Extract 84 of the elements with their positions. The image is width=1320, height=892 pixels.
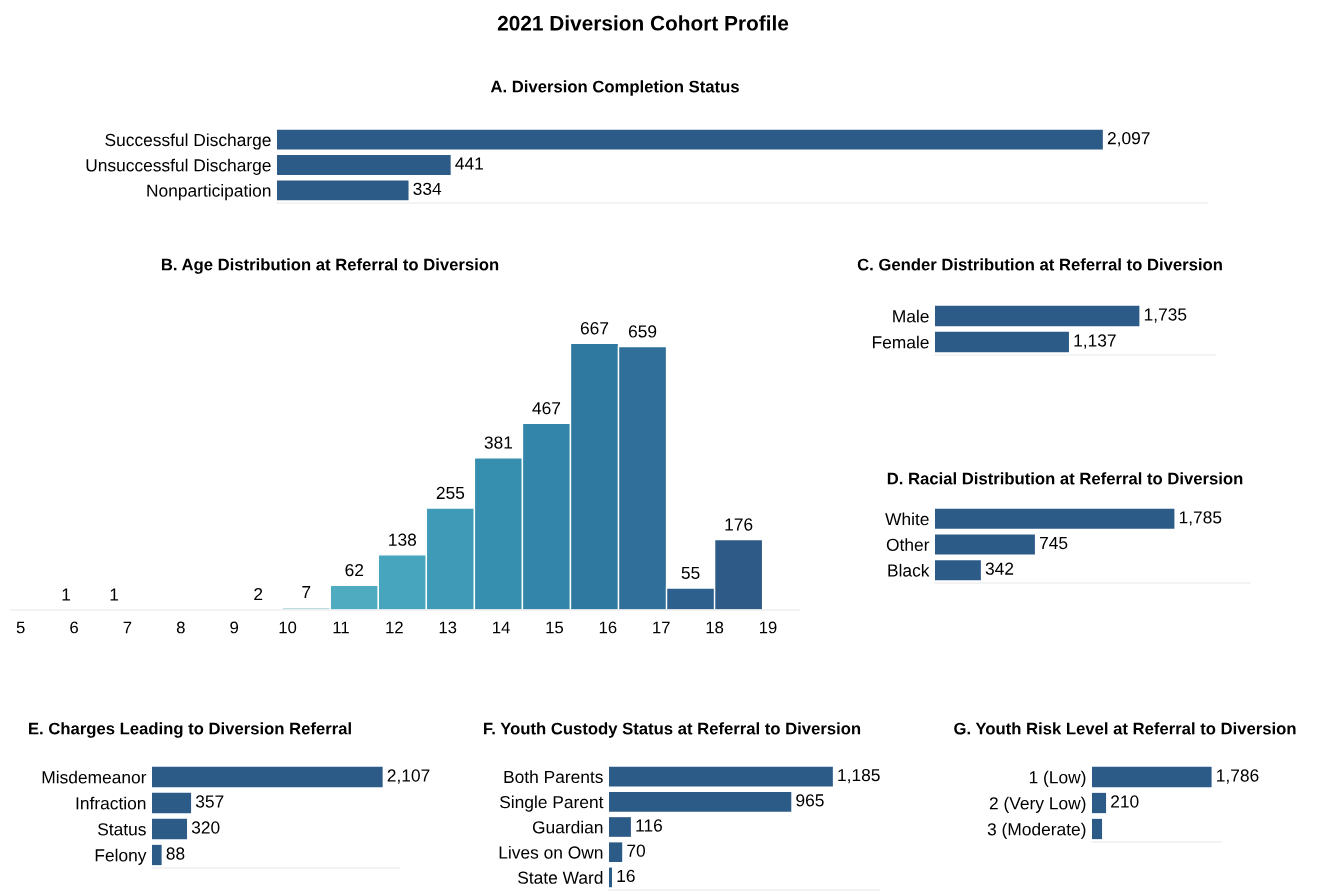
- data-label: 2: [254, 587, 263, 601]
- data-label: 342: [985, 562, 1014, 575]
- x-tick-label: 8: [176, 621, 185, 634]
- data-label: 965: [796, 794, 824, 807]
- chart-title: F. Youth Custody Status at Referral to Diversion: [484, 722, 861, 738]
- x-tick-label: 10: [279, 621, 297, 634]
- y-tick-label: Guardian: [532, 820, 603, 834]
- chart-title: B. Age Distribution at Referral to Diversion: [161, 258, 499, 274]
- chart-title: E. Charges Leading to Diversion Referral: [29, 722, 351, 738]
- bar: [152, 766, 383, 788]
- data-label: 1,185: [838, 768, 880, 784]
- bar: [609, 791, 792, 812]
- data-label: 176: [725, 518, 753, 531]
- y-tick-label: Felony: [95, 848, 147, 865]
- chart-title: D. Racial Distribution at Referral to Diversion: [887, 472, 1243, 485]
- bar: [152, 844, 162, 866]
- y-tick-label: 1 (Low): [1029, 770, 1086, 787]
- x-tick-label: 9: [230, 621, 239, 634]
- data-label: 138: [389, 533, 417, 546]
- data-label: 1: [62, 588, 71, 601]
- x-tick-label: 6: [70, 621, 78, 634]
- chart-title: G. Youth Risk Level at Referral to Diversion: [954, 722, 1296, 735]
- y-tick-label: Black: [888, 563, 930, 577]
- data-label: 7: [302, 586, 311, 599]
- y-tick-label: Single Parent: [500, 795, 604, 812]
- data-label: 381: [484, 436, 513, 449]
- bar: [609, 842, 623, 863]
- x-tick-label: 5: [16, 621, 25, 634]
- y-tick-label: Status: [98, 823, 146, 836]
- bar: [152, 818, 188, 840]
- data-label: 441: [455, 157, 483, 170]
- data-label: 667: [580, 322, 609, 335]
- x-tick-label: 12: [386, 621, 403, 634]
- x-tick-label: 18: [706, 621, 724, 634]
- data-label: 2,107: [387, 769, 430, 784]
- data-label: 1,785: [1179, 511, 1222, 526]
- data-label: 55: [681, 566, 700, 580]
- data-label: 1,786: [1217, 769, 1259, 784]
- chart-title: 2021 Diversion Cohort Profile: [497, 15, 789, 31]
- x-tick-label: 7: [123, 621, 132, 634]
- bar: [152, 792, 192, 814]
- x-tick-label: 17: [653, 621, 670, 634]
- data-label: 320: [191, 821, 220, 834]
- x-tick-label: 11: [333, 621, 349, 634]
- data-label: 659: [628, 325, 657, 338]
- y-tick-label: 2 (Very Low): [989, 796, 1086, 813]
- x-tick-label: 15: [546, 621, 564, 634]
- y-tick-label: Infraction: [76, 796, 146, 810]
- data-label: 1: [110, 588, 119, 601]
- chart-subtitle: A. Diversion Completion Status: [490, 80, 739, 96]
- y-tick-label: Unsuccessful Discharge: [86, 158, 271, 175]
- data-label: 2,097: [1107, 132, 1150, 147]
- data-label: 334: [413, 182, 442, 195]
- data-label: 70: [627, 844, 646, 857]
- data-label: 255: [436, 486, 465, 500]
- data-label: 88: [166, 847, 185, 860]
- y-tick-label: Both Parents: [504, 770, 603, 784]
- y-tick-label: White: [885, 512, 929, 526]
- x-tick-label: 19: [759, 621, 777, 634]
- y-tick-label: Misdemeanor: [42, 770, 147, 784]
- x-tick-label: 16: [599, 621, 617, 634]
- y-tick-label: Female: [872, 335, 929, 349]
- data-label: 62: [345, 563, 364, 577]
- chart-title: C. Gender Distribution at Referral to Diversion: [857, 258, 1222, 271]
- y-tick-label: 3 (Moderate): [987, 822, 1086, 839]
- bar: [609, 817, 631, 837]
- data-label: 1,137: [1074, 334, 1116, 349]
- data-label: 357: [195, 795, 224, 808]
- bar: [609, 867, 613, 888]
- data-label: 16: [617, 869, 635, 883]
- data-label: 467: [532, 402, 561, 415]
- x-tick-label: 14: [493, 621, 510, 634]
- data-label: 116: [636, 819, 662, 832]
- y-tick-label: Other: [886, 538, 930, 551]
- bar: [609, 766, 833, 787]
- data-label: 745: [1039, 537, 1068, 550]
- x-tick-label: 13: [439, 621, 457, 634]
- data-label: 1,735: [1144, 308, 1187, 323]
- y-tick-label: Male: [893, 309, 929, 323]
- y-tick-label: State Ward: [518, 871, 603, 884]
- data-label: 210: [1111, 795, 1139, 808]
- y-tick-label: Successful Discharge: [105, 133, 271, 150]
- y-tick-label: Nonparticipation: [147, 184, 271, 201]
- y-tick-label: Lives on Own: [499, 845, 603, 859]
